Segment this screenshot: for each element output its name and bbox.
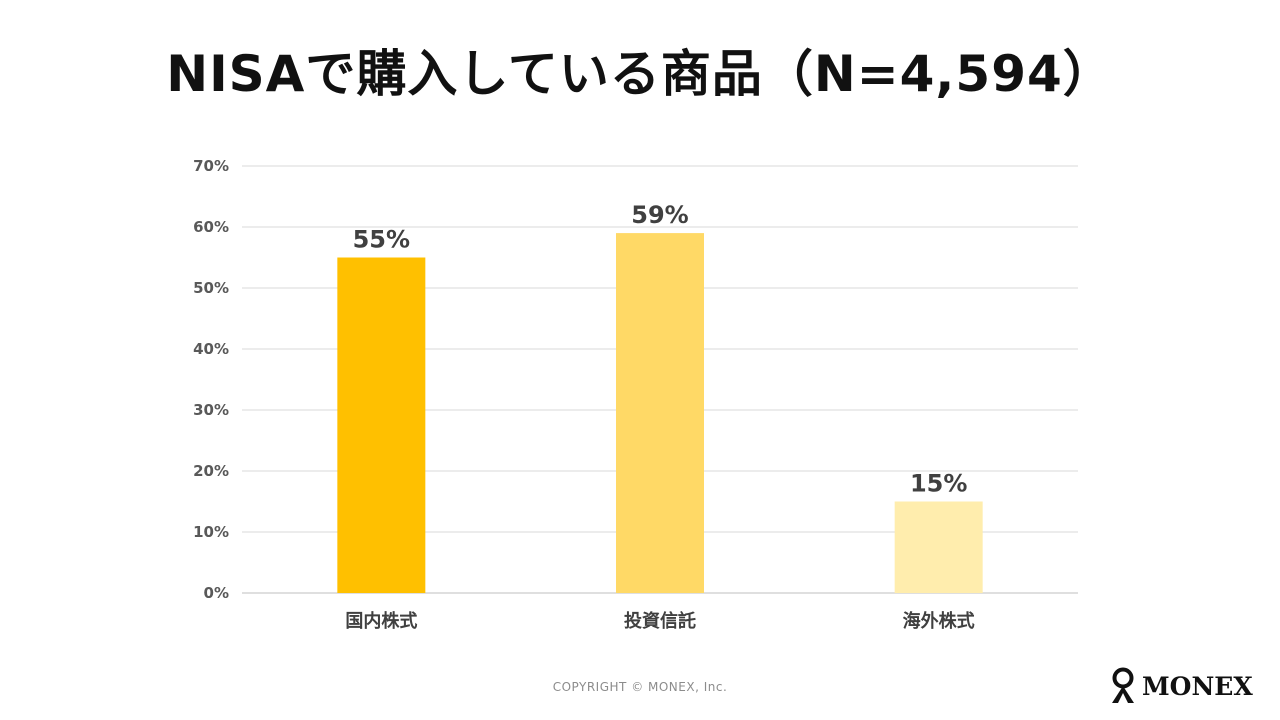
- y-tick-label: 30%: [193, 401, 229, 419]
- y-axis-ticks: 0% 10% 20% 30% 40% 50% 60% 70%: [193, 157, 229, 602]
- y-tick-label: 0%: [204, 584, 229, 602]
- data-labels: 55% 59% 15%: [353, 201, 968, 497]
- y-tick-label: 60%: [193, 218, 229, 236]
- bars: [337, 233, 983, 593]
- y-tick-label: 40%: [193, 340, 229, 358]
- category-labels: 国内株式 投資信託 海外株式: [345, 610, 974, 632]
- monex-logo: MONEX: [1108, 664, 1253, 708]
- data-label: 59%: [631, 201, 688, 229]
- chart-title: NISAで購入している商品（N=4,594）: [166, 45, 1114, 103]
- category-label: 国内株式: [345, 610, 417, 632]
- bar: [337, 257, 426, 593]
- category-label: 投資信託: [624, 610, 696, 632]
- y-tick-label: 50%: [193, 279, 229, 297]
- y-tick-label: 20%: [193, 462, 229, 480]
- bar: [894, 501, 983, 593]
- logo-text: MONEX: [1142, 671, 1253, 701]
- y-tick-label: 70%: [193, 157, 229, 175]
- data-label: 15%: [910, 470, 967, 498]
- monex-logo-icon: [1112, 667, 1134, 703]
- bar: [616, 233, 704, 593]
- data-label: 55%: [353, 226, 410, 254]
- category-label: 海外株式: [903, 610, 975, 632]
- y-tick-label: 10%: [193, 523, 229, 541]
- copyright-notice: COPYRIGHT © MONEX, Inc.: [552, 680, 728, 694]
